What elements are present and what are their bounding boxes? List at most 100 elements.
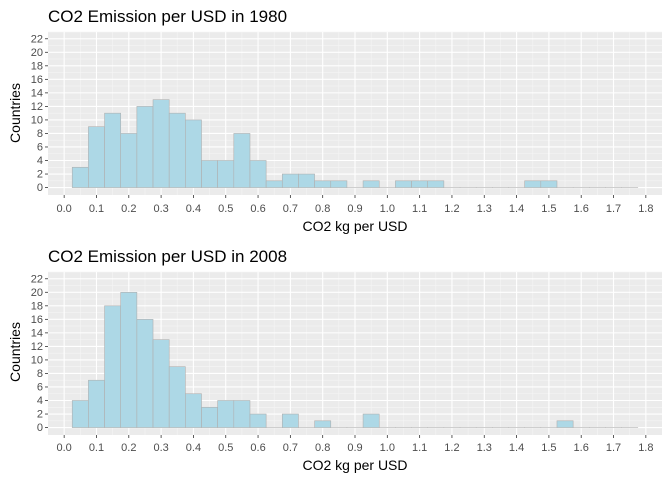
histogram-bar [185,119,202,188]
x-tick-label: 1.8 [638,203,653,215]
bars [71,99,639,188]
x-tick-label: 0.4 [186,442,201,454]
x-tick-label: 0.0 [57,442,72,454]
histogram-bar [281,413,299,428]
histogram-bar [168,366,186,428]
histogram-bar [71,400,89,428]
histogram-bar [362,413,380,428]
x-tick-label: 0.5 [218,442,233,454]
x-tick-labels: 0.0 0.1 0.2 0.3 0.4 0.5 0.6 0.7 0.8 0.9 1.0 1.1 1.2 1… [57,195,653,215]
y-tick-label: 20 [31,47,43,59]
histogram-bar [411,180,429,188]
x-tick-label: 1.7 [606,203,621,215]
x-tick-label: 0.6 [250,442,265,454]
histogram-bar [330,180,348,188]
histogram-bar [265,180,283,188]
x-tick-label: 1.3 [477,442,492,454]
x-tick-label: 0.9 [347,203,362,215]
x-tick-label: 1.0 [380,203,395,215]
histogram-bar [217,400,235,428]
y-axis-label: Countries [7,83,23,143]
x-tick-label: 0.3 [153,203,168,215]
x-tick-label: 1.8 [638,442,653,454]
x-tick-label: 1.6 [574,203,589,215]
x-tick-label: 1.2 [444,442,459,454]
y-tick-label: 8 [37,368,43,380]
x-tick-label: 1.6 [574,442,589,454]
y-axis-label: Countries [7,322,23,382]
y-tick-label: 8 [37,128,43,140]
x-tick-label: 0.4 [186,203,201,215]
y-tick-label: 0 [37,422,43,434]
histogram-bar [104,112,122,188]
y-tick-label: 18 [31,60,43,72]
histogram-bar [395,180,412,188]
x-tick-label: 0.7 [283,442,298,454]
histogram-bar [168,112,186,188]
x-tick-label: 0.0 [57,203,72,215]
y-tick-label: 10 [31,114,43,126]
x-tick-label: 0.2 [121,203,136,215]
histogram-bar [120,291,138,428]
y-tick-label: 16 [31,314,43,326]
chart-title: CO2 Emission per USD in 1980 [48,7,287,26]
x-tick-label: 1.4 [509,442,524,454]
x-tick-label: 0.5 [218,203,233,215]
x-tick-labels: 0.0 0.1 0.2 0.3 0.4 0.5 0.6 0.7 0.8 0.9 1.0 1.1 1.2 1… [57,435,653,454]
y-tick-label: 6 [37,381,43,393]
histogram-bar [233,133,251,188]
y-tick-label: 10 [31,354,43,366]
histogram-bar [88,126,105,188]
histogram-bar [71,166,89,188]
x-axis-label: CO2 kg per USD [302,457,407,473]
x-axis-label: CO2 kg per USD [302,218,407,234]
x-tick-label: 1.1 [412,442,427,454]
x-tick-label: 1.2 [444,203,459,215]
histogram-bar [249,413,267,428]
histogram-bar [152,99,170,188]
y-tick-label: 6 [37,141,43,153]
y-tick-label: 22 [31,33,43,45]
y-tick-label: 22 [31,273,43,285]
histogram-bar [233,400,251,428]
y-tick-label: 16 [31,74,43,86]
x-tick-label: 0.8 [315,442,330,454]
histogram-bar [556,420,574,428]
x-tick-label: 1.5 [541,442,556,454]
x-tick-label: 0.2 [121,442,136,454]
x-tick-label: 0.1 [89,203,104,215]
x-tick-label: 0.7 [283,203,298,215]
histogram-bar [136,106,154,188]
histogram-bar [249,160,267,188]
y-tick-label: 14 [31,87,43,99]
x-tick-label: 0.9 [347,442,362,454]
histogram-bar [185,393,202,428]
histogram-bar [136,319,154,428]
x-tick-label: 0.3 [153,442,168,454]
x-tick-label: 1.4 [509,203,524,215]
y-tick-label: 12 [31,101,43,113]
histogram-bar [217,160,235,188]
x-tick-label: 0.6 [250,203,265,215]
x-tick-label: 1.7 [606,442,621,454]
y-tick-label: 4 [37,155,43,167]
x-tick-label: 0.8 [315,203,330,215]
x-tick-label: 1.0 [380,442,395,454]
y-tick-label: 2 [37,409,43,421]
x-tick-label: 1.1 [412,203,427,215]
histogram-bar [540,180,558,188]
histogram-bar [201,160,218,188]
x-tick-label: 1.3 [477,203,492,215]
y-tick-label: 0 [37,182,43,194]
histogram-bar [524,180,542,188]
histogram-bar [201,406,218,428]
y-tick-label: 4 [37,395,43,407]
bars [71,291,639,428]
histogram-bar [362,180,380,188]
y-tick-label: 20 [31,287,43,299]
